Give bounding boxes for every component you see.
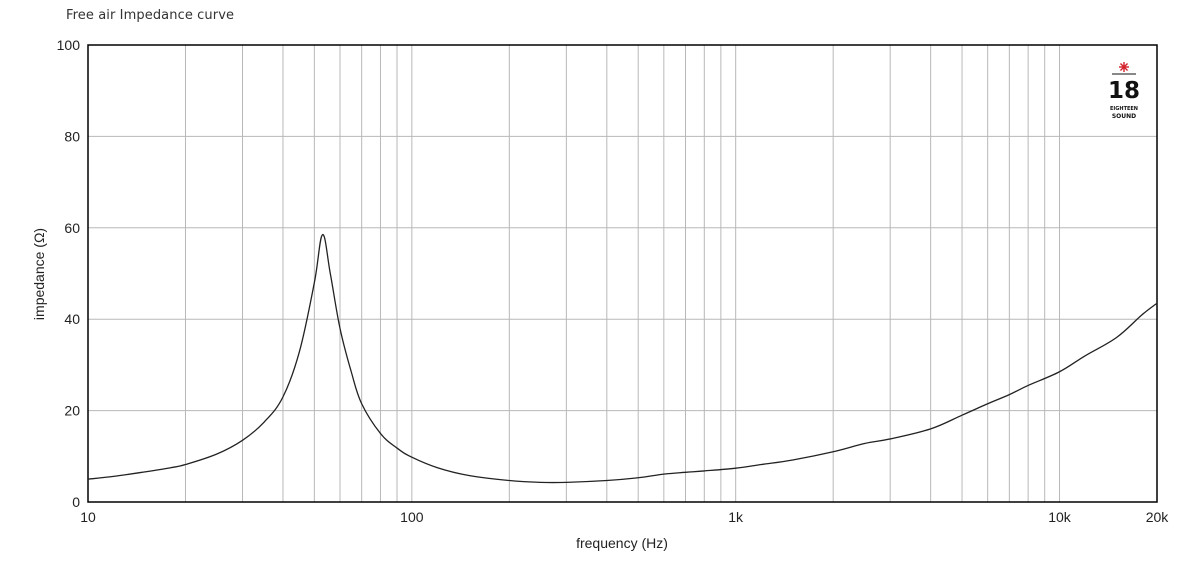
impedance-curve	[87, 234, 1158, 484]
x-axis-label: frequency (Hz)	[576, 535, 668, 551]
x-tick-label: 10	[80, 509, 96, 525]
logo-word: SOUND	[1112, 113, 1136, 120]
x-tick-label: 100	[400, 509, 424, 525]
y-tick-label: 40	[64, 311, 80, 327]
impedance-curve-group	[87, 234, 1158, 484]
x-tick-label: 10k	[1048, 509, 1072, 525]
x-tick-labels: 10 100 1k 10k 20k	[80, 509, 1169, 525]
plot-border	[87, 44, 1158, 503]
y-tick-label: 0	[72, 494, 80, 510]
logo-subtext: EIGHTEEN	[1110, 106, 1138, 112]
x-tick-label: 1k	[728, 509, 744, 525]
y-tick-label: 20	[64, 403, 80, 419]
y-tick-label: 80	[64, 128, 80, 144]
chart-title: Free air Impedance curve	[66, 8, 235, 23]
logo-number: 18	[1108, 78, 1140, 104]
eighteen-sound-logo: 18 EIGHTEEN SOUND	[1108, 62, 1140, 120]
y-tick-label: 100	[57, 37, 81, 53]
star-icon	[1119, 62, 1129, 72]
plot-frame	[87, 44, 1158, 503]
x-tick-label: 20k	[1146, 509, 1170, 525]
grid-lines	[88, 45, 1157, 502]
star-ray	[1119, 62, 1129, 72]
y-tick-labels: 0 20 40 60 80 100	[57, 37, 81, 510]
y-axis-label: impedance (Ω)	[31, 228, 47, 320]
y-tick-label: 60	[64, 220, 80, 236]
